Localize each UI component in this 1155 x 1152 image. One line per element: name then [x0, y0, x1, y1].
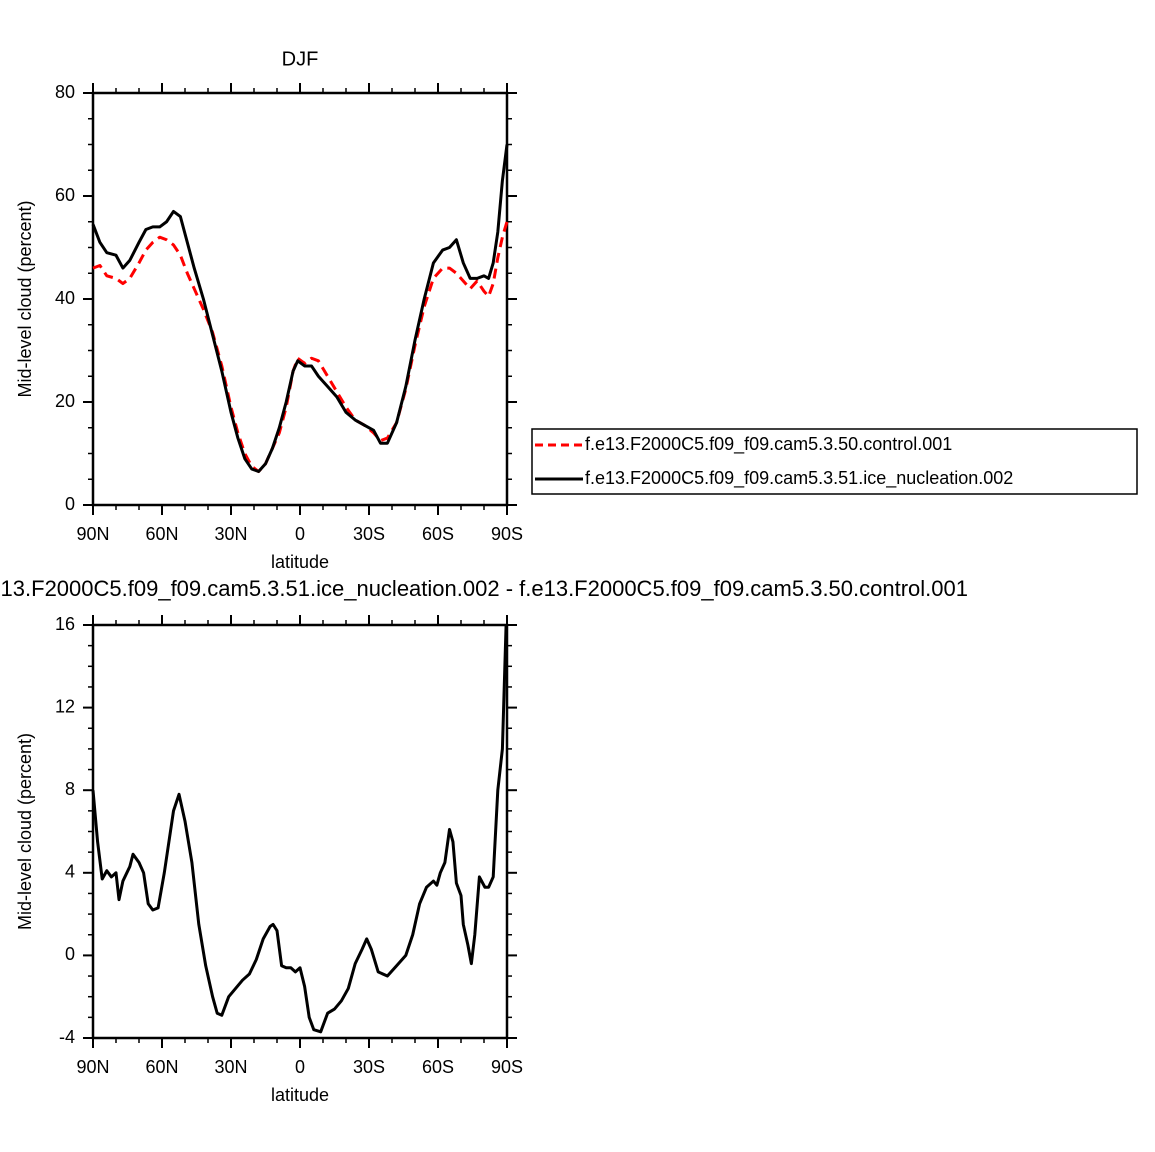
y-tick-label: 4: [65, 862, 75, 882]
plot-frame: [91, 91, 509, 507]
legend-box: [531, 428, 1138, 495]
x-tick-label: 90N: [76, 1057, 109, 1077]
x-tick-label: 30N: [214, 524, 247, 544]
chart-title: f.e13.F2000C5.f09_f09.cam5.3.51.ice_nucl…: [0, 576, 968, 601]
x-tick-label: 30S: [353, 1057, 385, 1077]
x-tick-label: 60S: [422, 524, 454, 544]
y-tick-label: 0: [65, 944, 75, 964]
x-tick-label: 30S: [353, 524, 385, 544]
series-line: [91, 144, 509, 474]
x-axis-label: latitude: [271, 552, 329, 572]
y-axis-label: Mid-level cloud (percent): [15, 200, 35, 397]
y-tick-label: 16: [55, 614, 75, 634]
y-tick-label: 80: [55, 82, 75, 102]
x-tick-label: 60S: [422, 1057, 454, 1077]
x-tick-label: 0: [295, 1057, 305, 1077]
y-tick-label: 12: [55, 696, 75, 716]
y-tick-label: 20: [55, 391, 75, 411]
y-tick-label: 40: [55, 288, 75, 308]
x-tick-label: 90S: [491, 524, 523, 544]
chart-title: DJF: [282, 48, 319, 70]
y-tick-label: 60: [55, 185, 75, 205]
y-tick-label: 8: [65, 779, 75, 799]
y-tick-label: -4: [59, 1027, 75, 1047]
legend-label: f.e13.F2000C5.f09_f09.cam5.3.50.control.…: [585, 434, 952, 455]
x-tick-label: 90N: [76, 524, 109, 544]
y-tick-label: 0: [65, 494, 75, 514]
series-line: [92, 221, 509, 474]
y-axis-label: Mid-level cloud (percent): [15, 733, 35, 930]
legend: f.e13.F2000C5.f09_f09.cam5.3.50.control.…: [531, 428, 1138, 495]
x-tick-label: 60N: [145, 524, 178, 544]
x-axis-label: latitude: [271, 1085, 329, 1105]
x-tick-label: 90S: [491, 1057, 523, 1077]
x-tick-label: 0: [295, 524, 305, 544]
series-line: [91, 624, 508, 1034]
plot-frame: [91, 623, 509, 1040]
x-tick-label: 30N: [214, 1057, 247, 1077]
legend-label: f.e13.F2000C5.f09_f09.cam5.3.51.ice_nucl…: [585, 468, 1013, 489]
x-tick-label: 60N: [145, 1057, 178, 1077]
